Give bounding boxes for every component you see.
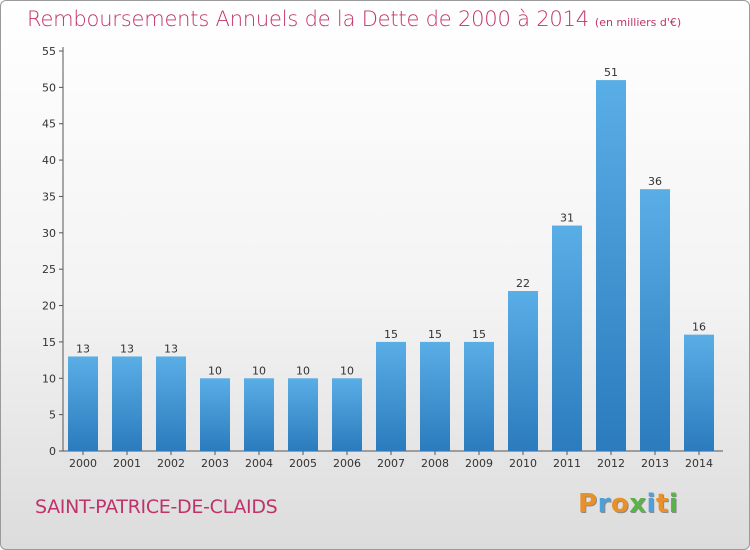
x-tick-label-2003: 2003 xyxy=(201,457,229,470)
bar-2004 xyxy=(244,378,274,451)
logo-letter: r xyxy=(597,489,611,519)
y-tick-label: 0 xyxy=(49,445,56,458)
value-label-2005: 10 xyxy=(296,364,310,377)
value-label-2007: 15 xyxy=(384,328,398,341)
bar-2011 xyxy=(552,225,582,451)
chart-x-ticks: 2000 2001 2002 2003 2004 2005 2006 2007 2008 2009… xyxy=(69,451,713,470)
chart-bars xyxy=(68,80,714,451)
value-label-2006: 10 xyxy=(340,364,354,377)
y-tick-label: 45 xyxy=(42,118,56,131)
bar-2006 xyxy=(332,378,362,451)
x-tick-label-2004: 2004 xyxy=(245,457,273,470)
bar-2009 xyxy=(464,341,494,451)
bar-2008 xyxy=(420,341,450,451)
x-tick-label-2011: 2011 xyxy=(553,457,581,470)
x-tick-label-2014: 2014 xyxy=(685,457,713,470)
value-label-2014: 16 xyxy=(692,321,706,334)
bar-2002 xyxy=(156,356,186,451)
bar-2013 xyxy=(640,189,670,451)
value-label-2013: 36 xyxy=(648,175,662,188)
x-tick-label-2006: 2006 xyxy=(333,457,361,470)
y-tick-label: 55 xyxy=(42,45,56,58)
value-label-2001: 13 xyxy=(120,342,134,355)
chart-title-text: Remboursements Annuels de la Dette de 20… xyxy=(27,7,589,31)
logo-letter: P xyxy=(578,489,598,519)
x-tick-label-2007: 2007 xyxy=(377,457,405,470)
value-label-2011: 31 xyxy=(560,212,574,225)
bar-2007 xyxy=(376,341,406,451)
bar-2001 xyxy=(112,356,142,451)
bar-2005 xyxy=(288,378,318,451)
town-name: SAINT-PATRICE-DE-CLAIDS xyxy=(35,496,278,518)
value-label-2004: 10 xyxy=(252,364,266,377)
x-tick-label-2009: 2009 xyxy=(465,457,493,470)
logo-letter: i xyxy=(646,489,656,519)
y-tick-label: 20 xyxy=(42,300,56,313)
x-tick-label-2005: 2005 xyxy=(289,457,317,470)
y-tick-label: 15 xyxy=(42,336,56,349)
x-tick-label-2002: 2002 xyxy=(157,457,185,470)
value-label-2000: 13 xyxy=(76,342,90,355)
bar-2012 xyxy=(596,80,626,451)
bar-2003 xyxy=(200,378,230,451)
value-label-2009: 15 xyxy=(472,328,486,341)
bar-2014 xyxy=(684,334,714,451)
y-tick-label: 10 xyxy=(42,372,56,385)
x-tick-label-2008: 2008 xyxy=(421,457,449,470)
bar-2000 xyxy=(68,356,98,451)
logo-letter: i xyxy=(668,489,679,519)
logo-letter: o xyxy=(610,489,630,519)
logo-letter: x xyxy=(629,489,647,519)
logo-letter: t xyxy=(655,489,669,519)
x-tick-label-2012: 2012 xyxy=(597,457,625,470)
bar-2010 xyxy=(508,291,538,451)
chart-value-labels: 13 13 13 10 10 10 10 15 15 15 22 31 51 36 16 xyxy=(76,66,706,377)
value-label-2008: 15 xyxy=(428,328,442,341)
y-tick-label: 50 xyxy=(42,81,56,94)
y-tick-label: 35 xyxy=(42,190,56,203)
value-label-2010: 22 xyxy=(516,277,530,290)
x-tick-label-2000: 2000 xyxy=(69,457,97,470)
x-tick-label-2010: 2010 xyxy=(509,457,537,470)
y-tick-label: 30 xyxy=(42,227,56,240)
proxiti-logo: Proxiti xyxy=(578,489,678,519)
value-label-2002: 13 xyxy=(164,342,178,355)
chart-title: Remboursements Annuels de la Dette de 20… xyxy=(27,7,681,31)
y-tick-label: 25 xyxy=(42,263,56,276)
x-tick-label-2013: 2013 xyxy=(641,457,669,470)
y-tick-label: 40 xyxy=(42,154,56,167)
value-label-2003: 10 xyxy=(208,364,222,377)
y-tick-label: 5 xyxy=(49,409,56,422)
x-tick-label-2001: 2001 xyxy=(113,457,141,470)
value-label-2012: 51 xyxy=(604,66,618,79)
chart-unit: (en milliers d'€) xyxy=(594,16,682,29)
